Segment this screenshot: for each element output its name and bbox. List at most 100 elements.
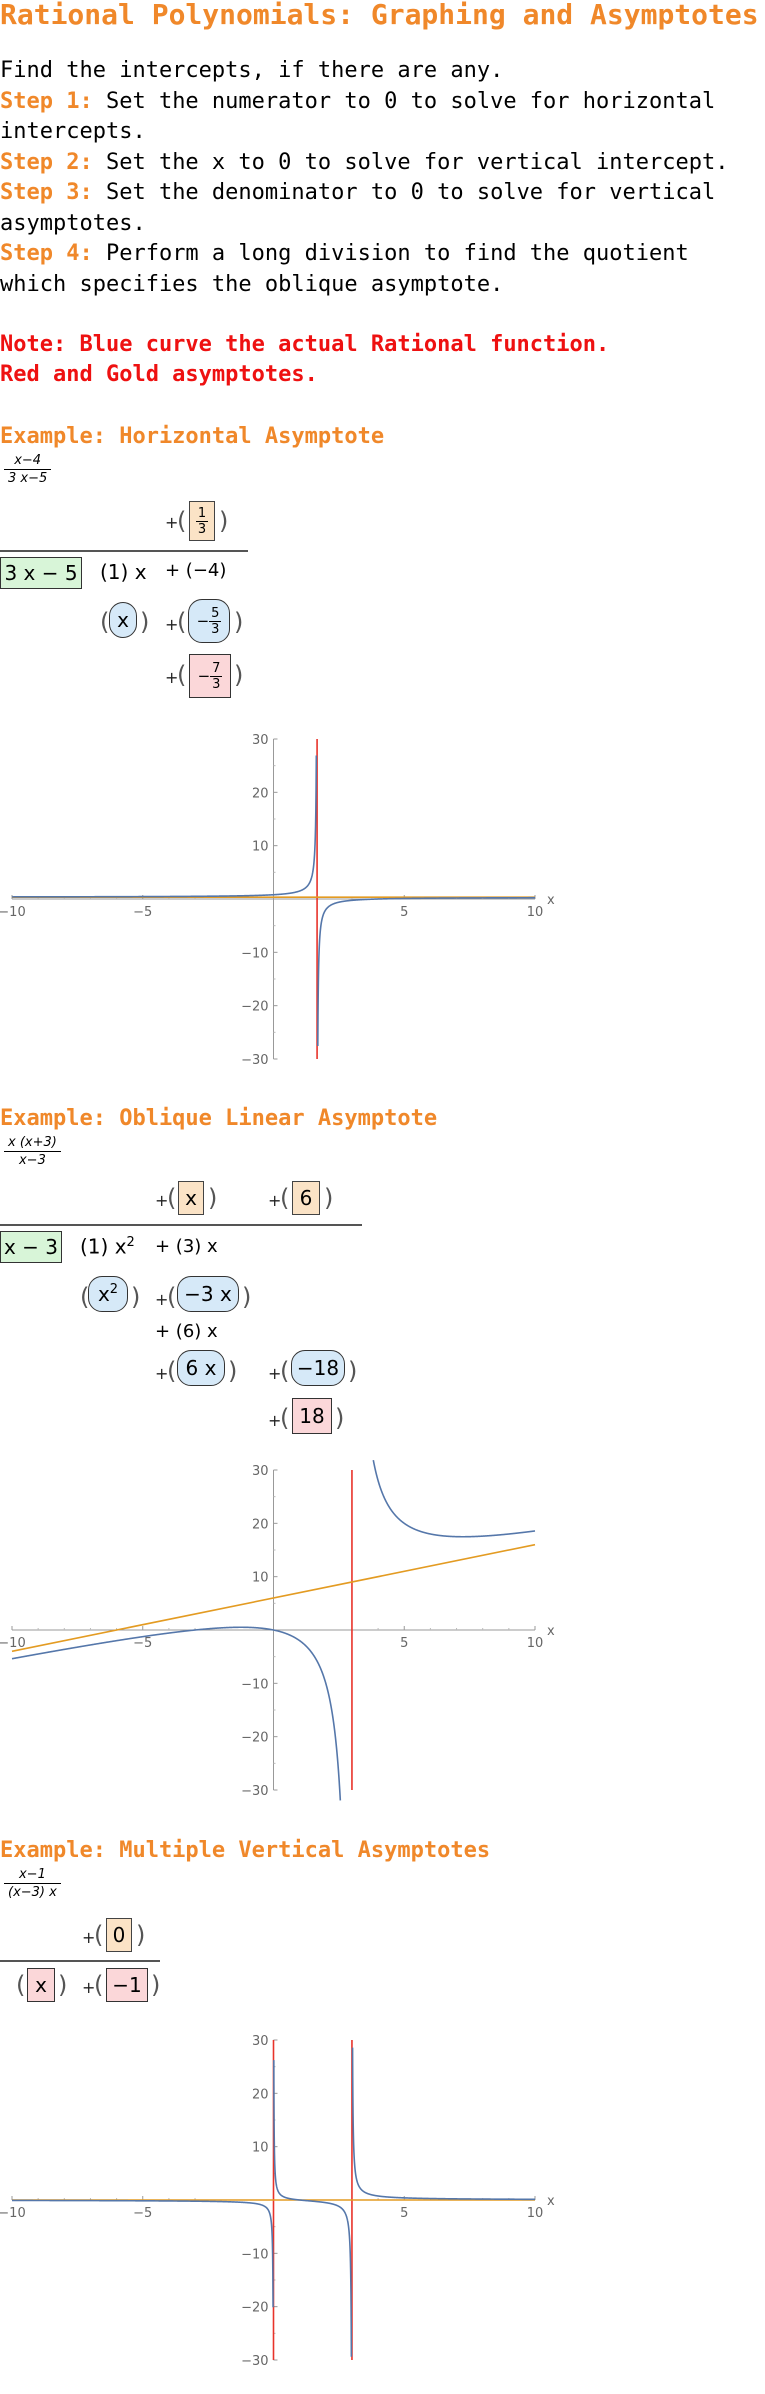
paren: ) bbox=[335, 1404, 345, 1432]
frac-num: 7 bbox=[210, 660, 223, 677]
chart-oblique-asymptote: −10 −5 5 10 −30 −20 −10 10 20 30 x bbox=[0, 1459, 555, 1801]
plus-sign: + bbox=[268, 1411, 282, 1430]
sign: − bbox=[197, 667, 211, 685]
x-axis-label: x bbox=[547, 893, 555, 908]
frac-num: 5 bbox=[209, 605, 222, 622]
y-tick-label: −30 bbox=[241, 1053, 268, 1068]
paren: ) bbox=[234, 608, 244, 636]
frac-den: 3 bbox=[212, 676, 221, 692]
step-text: Set the numerator to 0 to solve for hori… bbox=[0, 88, 716, 145]
paren: ( bbox=[16, 1971, 26, 1999]
y-tick-label: 20 bbox=[252, 786, 269, 801]
x-tick-label: 10 bbox=[527, 1636, 544, 1651]
y-tick-label: 30 bbox=[252, 1464, 269, 1479]
paren: ) bbox=[58, 1971, 68, 1999]
plus-sign: + bbox=[155, 1364, 169, 1383]
y-tick-label: 10 bbox=[252, 2141, 269, 2156]
plus-sign: + bbox=[268, 1364, 282, 1383]
y-tick-label: 10 bbox=[252, 840, 269, 855]
x-tick-label: −5 bbox=[133, 2206, 152, 2221]
chart-horizontal-asymptote: −10 −5 5 10 −30 −20 −10 10 20 30 x bbox=[0, 733, 555, 1068]
x-tick-label: −10 bbox=[0, 2206, 26, 2221]
step-label: Step 2: bbox=[0, 149, 93, 175]
oblique-asymptote bbox=[11, 1543, 536, 1653]
paren: ( bbox=[167, 1357, 177, 1385]
axes: −10 −5 5 10 −30 −20 −10 10 20 30 x bbox=[0, 733, 555, 1068]
paren: ) bbox=[136, 1921, 146, 1949]
remainder-term: x bbox=[27, 1968, 55, 2002]
plus-sign: + bbox=[165, 615, 179, 634]
frac-num: 1 bbox=[195, 505, 209, 522]
function-curve bbox=[11, 1626, 342, 1801]
y-tick-label: 20 bbox=[252, 1517, 269, 1532]
paren: ( bbox=[280, 1184, 290, 1212]
note-line-1: Note: Blue curve the actual Rational fun… bbox=[0, 332, 610, 357]
product-term: −3 x bbox=[177, 1276, 239, 1312]
step-text: Set the x to 0 to solve for vertical int… bbox=[92, 149, 729, 175]
y-tick-label: −20 bbox=[241, 1731, 268, 1746]
x-tick-label: 5 bbox=[400, 2206, 408, 2221]
paren: ) bbox=[234, 661, 244, 689]
numerator: x−4 bbox=[4, 453, 52, 470]
example-heading: Example: Multiple Vertical Asymptotes bbox=[0, 1838, 491, 1863]
paren: ( bbox=[94, 1971, 104, 1999]
exponent: 2 bbox=[126, 1235, 135, 1250]
dividend-term: (1) x bbox=[100, 560, 147, 584]
division-bar bbox=[0, 1960, 160, 1962]
function-curve bbox=[12, 755, 318, 898]
paren: ( bbox=[177, 661, 187, 689]
term-text: (1) x bbox=[80, 1234, 127, 1259]
y-tick-label: −10 bbox=[241, 2247, 268, 2262]
example-heading: Example: Oblique Linear Asymptote bbox=[0, 1106, 438, 1131]
x-tick-label: −10 bbox=[0, 905, 26, 920]
quotient-term: 0 bbox=[106, 1918, 132, 1952]
paren: ) bbox=[219, 507, 229, 535]
plus-sign: + bbox=[82, 1928, 96, 1947]
paren: ( bbox=[94, 1921, 104, 1949]
plus-sign: + bbox=[155, 1191, 169, 1210]
dividend-term: + (3) x bbox=[155, 1236, 218, 1257]
exponent: 2 bbox=[109, 1281, 119, 1297]
divisor: x − 3 bbox=[0, 1231, 62, 1263]
function-curve bbox=[351, 2047, 535, 2201]
intro-text: Find the intercepts, if there are any. S… bbox=[0, 56, 760, 390]
y-tick-label: −30 bbox=[241, 1784, 268, 1799]
x-axis-label: x bbox=[547, 2194, 555, 2209]
difference-term: + (6) x bbox=[155, 1321, 218, 1342]
term-text: x bbox=[97, 1282, 110, 1306]
function-curve bbox=[273, 2060, 353, 2357]
denominator: (x−3) x bbox=[8, 1885, 57, 1900]
step-2: Step 2: Set the x to 0 to solve for vert… bbox=[0, 148, 760, 179]
paren: ( bbox=[280, 1357, 290, 1385]
paren: ( bbox=[177, 608, 187, 636]
y-tick-label: −10 bbox=[241, 1677, 268, 1692]
y-tick-label: −30 bbox=[241, 2354, 268, 2369]
step-label: Step 1: bbox=[0, 88, 93, 114]
product-term: −5 3 bbox=[188, 599, 230, 643]
paren: ( bbox=[80, 1283, 90, 1311]
example-heading: Example: Horizontal Asymptote bbox=[0, 424, 385, 449]
plus-sign: + bbox=[165, 668, 179, 687]
page-title: Rational Polynomials: Graphing and Asymp… bbox=[0, 0, 759, 31]
y-tick-label: 30 bbox=[252, 733, 269, 748]
note: Note: Blue curve the actual Rational fun… bbox=[0, 330, 760, 390]
function-curve bbox=[372, 1459, 536, 1538]
step-1: Step 1: Set the numerator to 0 to solve … bbox=[0, 87, 760, 148]
plus-sign: + bbox=[165, 513, 179, 532]
rational-expression: x−1 (x−3) x bbox=[4, 1867, 61, 1901]
x-tick-label: 5 bbox=[400, 1636, 408, 1651]
step-text: Set the denominator to 0 to solve for ve… bbox=[0, 180, 716, 236]
function-curve bbox=[12, 2199, 274, 2308]
paren: ) bbox=[140, 608, 150, 636]
denominator: 3 x−5 bbox=[8, 471, 48, 486]
quotient-term: 6 bbox=[292, 1181, 320, 1215]
paren: ) bbox=[324, 1184, 334, 1212]
paren: ) bbox=[228, 1357, 238, 1385]
numerator: x (x+3) bbox=[4, 1135, 61, 1152]
rational-expression: x (x+3) x−3 bbox=[4, 1135, 61, 1169]
dividend-term: + (−4) bbox=[165, 560, 227, 581]
x-tick-label: −5 bbox=[133, 905, 152, 920]
function-curve bbox=[317, 896, 535, 1047]
